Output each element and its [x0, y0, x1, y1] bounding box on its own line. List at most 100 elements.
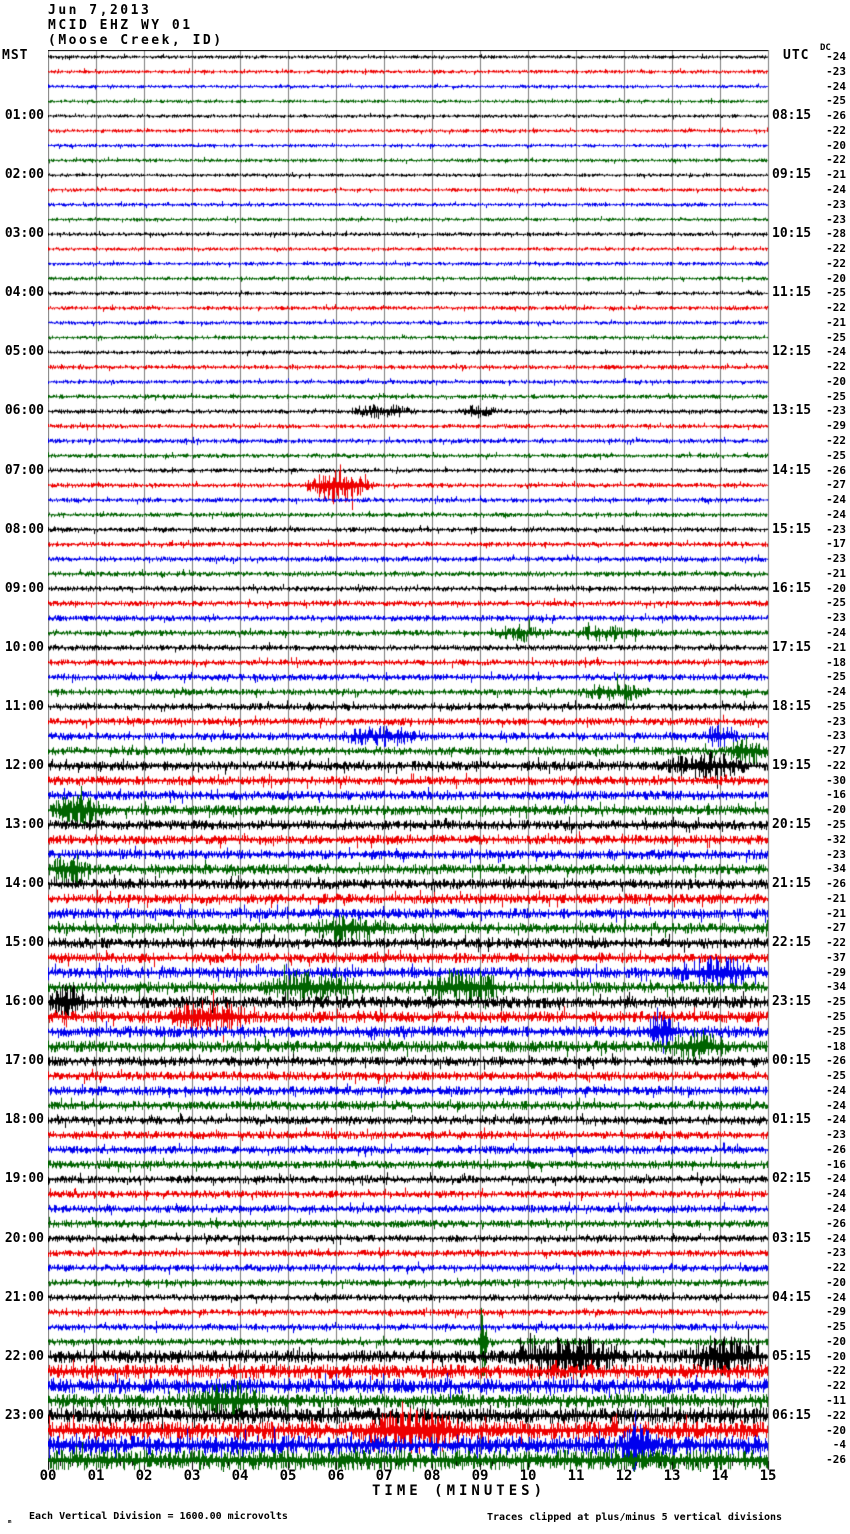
x-tick-label: 12 [615, 1468, 633, 1484]
dc-offset-value: -24 [826, 685, 846, 698]
dc-offset-value: -24 [826, 182, 846, 196]
dc-offset-value: -23 [826, 212, 846, 226]
dc-offset-value: -25 [826, 596, 846, 610]
dc-offset-value: -25 [826, 330, 846, 344]
dc-offset-value: -25 [826, 1320, 846, 1334]
dc-offset-value: -22 [826, 758, 846, 772]
mst-label: 11:00 [4, 698, 44, 714]
dc-offset-value: -24 [826, 345, 846, 359]
dc-offset-value: -27 [826, 478, 846, 492]
dc-offset-value: -25 [826, 448, 846, 462]
dc-offset-value: -24 [826, 1231, 846, 1245]
dc-offset-value: -24 [826, 1290, 846, 1304]
dc-offset-value: -22 [826, 360, 846, 374]
dc-offset-value: -32 [826, 832, 846, 846]
x-tick-label: 06 [327, 1468, 345, 1484]
dc-offset-value: -21 [826, 566, 846, 580]
x-tick-label: 04 [231, 1468, 249, 1484]
mst-label: 15:00 [4, 935, 44, 951]
mst-label: 02:00 [4, 167, 44, 183]
dc-offset-value: -22 [826, 242, 846, 255]
dc-offset-value: -37 [826, 950, 846, 964]
mst-label: 01:00 [4, 108, 44, 124]
dc-offset-value: -24 [826, 507, 846, 521]
dc-offset-value: -24 [826, 1201, 846, 1215]
dc-offset-value: -24 [826, 79, 846, 93]
mst-label: 19:00 [4, 1171, 44, 1187]
dc-offset-value: -25 [826, 286, 846, 300]
dc-offset-value: -23 [826, 404, 846, 418]
x-tick-label: 05 [279, 1468, 297, 1484]
mst-label: 07:00 [4, 462, 44, 478]
footer-watermark-glyph: ₘ [7, 1516, 13, 1526]
title-block: Jun 7,2013 MCID EHZ WY 01 (Moose Creek, … [48, 3, 224, 48]
dc-offset-value: -22 [826, 936, 846, 950]
left-axis-header-mst: MST [2, 48, 29, 63]
dc-offset-value: -22 [826, 153, 846, 167]
dc-offset-value: -20 [826, 581, 846, 595]
utc-label: 02:15 [772, 1171, 812, 1187]
x-tick-label: 13 [663, 1468, 681, 1484]
dc-offset-value: -25 [826, 1024, 846, 1038]
utc-label: 19:15 [772, 757, 812, 773]
dc-offset-value: -24 [826, 1187, 846, 1201]
utc-label: 11:15 [772, 285, 812, 301]
dc-offset-value: -24 [826, 50, 846, 63]
dc-offset-value: -20 [826, 138, 846, 152]
dc-offset-value: -34 [826, 980, 846, 994]
dc-offset-value: -25 [826, 389, 846, 403]
dc-offset-value: -23 [826, 714, 846, 728]
dc-offset-value: -27 [826, 921, 846, 935]
dc-offset-value: -16 [826, 788, 846, 802]
utc-label: 18:15 [772, 698, 812, 714]
dc-offset-value: -22 [826, 1261, 846, 1274]
dc-offset-value: -20 [826, 374, 846, 388]
dc-offset-value: -25 [826, 1069, 846, 1082]
utc-label: 20:15 [772, 817, 812, 832]
dc-offset-value: -17 [826, 537, 846, 551]
dc-offset-value: -25 [826, 699, 846, 713]
mst-label: 08:00 [4, 521, 44, 537]
dc-offset-value: -11 [826, 1393, 846, 1407]
title-date: Jun 7,2013 [48, 3, 152, 18]
mst-label: 21:00 [4, 1289, 44, 1305]
utc-label: 10:15 [772, 226, 812, 242]
dc-offset-value: -21 [826, 640, 846, 654]
utc-label: 04:15 [772, 1289, 812, 1305]
footer-clip-note: Traces clipped at plus/minus 5 vertical … [487, 1512, 783, 1523]
utc-label: 17:15 [772, 639, 812, 655]
dc-offset-value: -24 [826, 1098, 846, 1112]
mst-label: 03:00 [4, 226, 44, 242]
dc-offset-value: -23 [826, 611, 846, 625]
dc-offset-value: -4 [832, 1438, 846, 1452]
dc-offset-value: -21 [826, 891, 846, 905]
x-axis-title: TIME (MINUTES) [372, 1483, 547, 1499]
dc-offset-value: -21 [826, 315, 846, 329]
utc-label: 15:15 [772, 521, 812, 537]
mst-label: 22:00 [4, 1348, 44, 1364]
x-tick-label: 08 [423, 1468, 441, 1484]
dc-offset-value: -21 [826, 168, 846, 182]
mst-label: 09:00 [4, 580, 44, 596]
dc-offset-value: -20 [826, 803, 846, 817]
dc-offset-value: -24 [826, 1083, 846, 1097]
utc-label: 03:15 [772, 1230, 812, 1246]
dc-offset-value: -26 [826, 1142, 846, 1156]
dc-offset-value: -22 [826, 301, 846, 315]
dc-offset-value: -25 [826, 818, 846, 831]
utc-label: 00:15 [772, 1053, 812, 1069]
mst-label: 10:00 [4, 639, 44, 655]
dc-offset-value: -26 [826, 109, 846, 123]
utc-label: 12:15 [772, 344, 812, 360]
dc-offset-value: -29 [826, 965, 846, 979]
dc-offset-value: -23 [826, 1246, 846, 1260]
dc-offset-value: -23 [826, 64, 846, 78]
x-tick-label: 11 [567, 1468, 585, 1484]
dc-offset-value: -26 [826, 463, 846, 477]
dc-offset-value: -21 [826, 906, 846, 920]
dc-offset-value: -22 [826, 123, 846, 137]
mst-label: 12:00 [4, 757, 44, 773]
utc-label: 09:15 [772, 167, 812, 183]
dc-offset-value: -24 [826, 493, 846, 507]
